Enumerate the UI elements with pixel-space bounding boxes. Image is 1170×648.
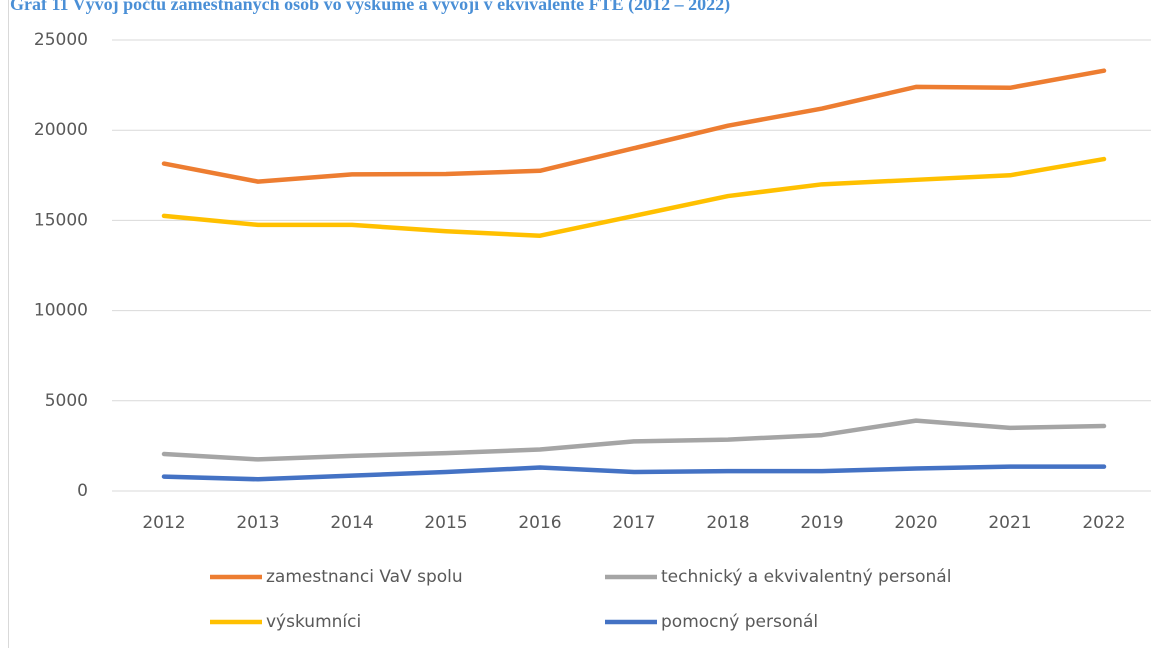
legend-label: pomocný personál	[661, 612, 818, 632]
y-tick-label: 25000	[34, 30, 88, 50]
legend-label: zamestnanci VaV spolu	[266, 567, 463, 587]
chart-border	[8, 0, 9, 648]
y-tick-label: 20000	[34, 120, 88, 140]
x-tick-label: 2014	[330, 513, 373, 533]
x-tick-label: 2016	[518, 513, 561, 533]
x-tick-label: 2021	[988, 513, 1031, 533]
series-line	[161, 464, 1107, 482]
y-tick-label: 5000	[45, 391, 88, 411]
x-tick-label: 2019	[800, 513, 843, 533]
x-tick-label: 2012	[142, 513, 185, 533]
x-tick-label: 2017	[612, 513, 655, 533]
y-tick-label: 10000	[34, 301, 88, 321]
series-line	[161, 418, 1107, 462]
y-tick-label: 0	[77, 481, 88, 501]
series-line	[161, 68, 1107, 184]
x-tick-label: 2022	[1082, 513, 1125, 533]
x-tick-label: 2013	[236, 513, 279, 533]
y-tick-label: 15000	[34, 210, 88, 230]
legend-label: technický a ekvivalentný personál	[661, 567, 951, 587]
series-line	[161, 156, 1107, 238]
x-tick-label: 2018	[706, 513, 749, 533]
chart-title: Graf 11 Vývoj počtu zamestnaných osôb vo…	[10, 0, 730, 15]
x-tick-label: 2015	[424, 513, 467, 533]
x-tick-label: 2020	[894, 513, 937, 533]
legend-label: výskumníci	[266, 612, 361, 632]
